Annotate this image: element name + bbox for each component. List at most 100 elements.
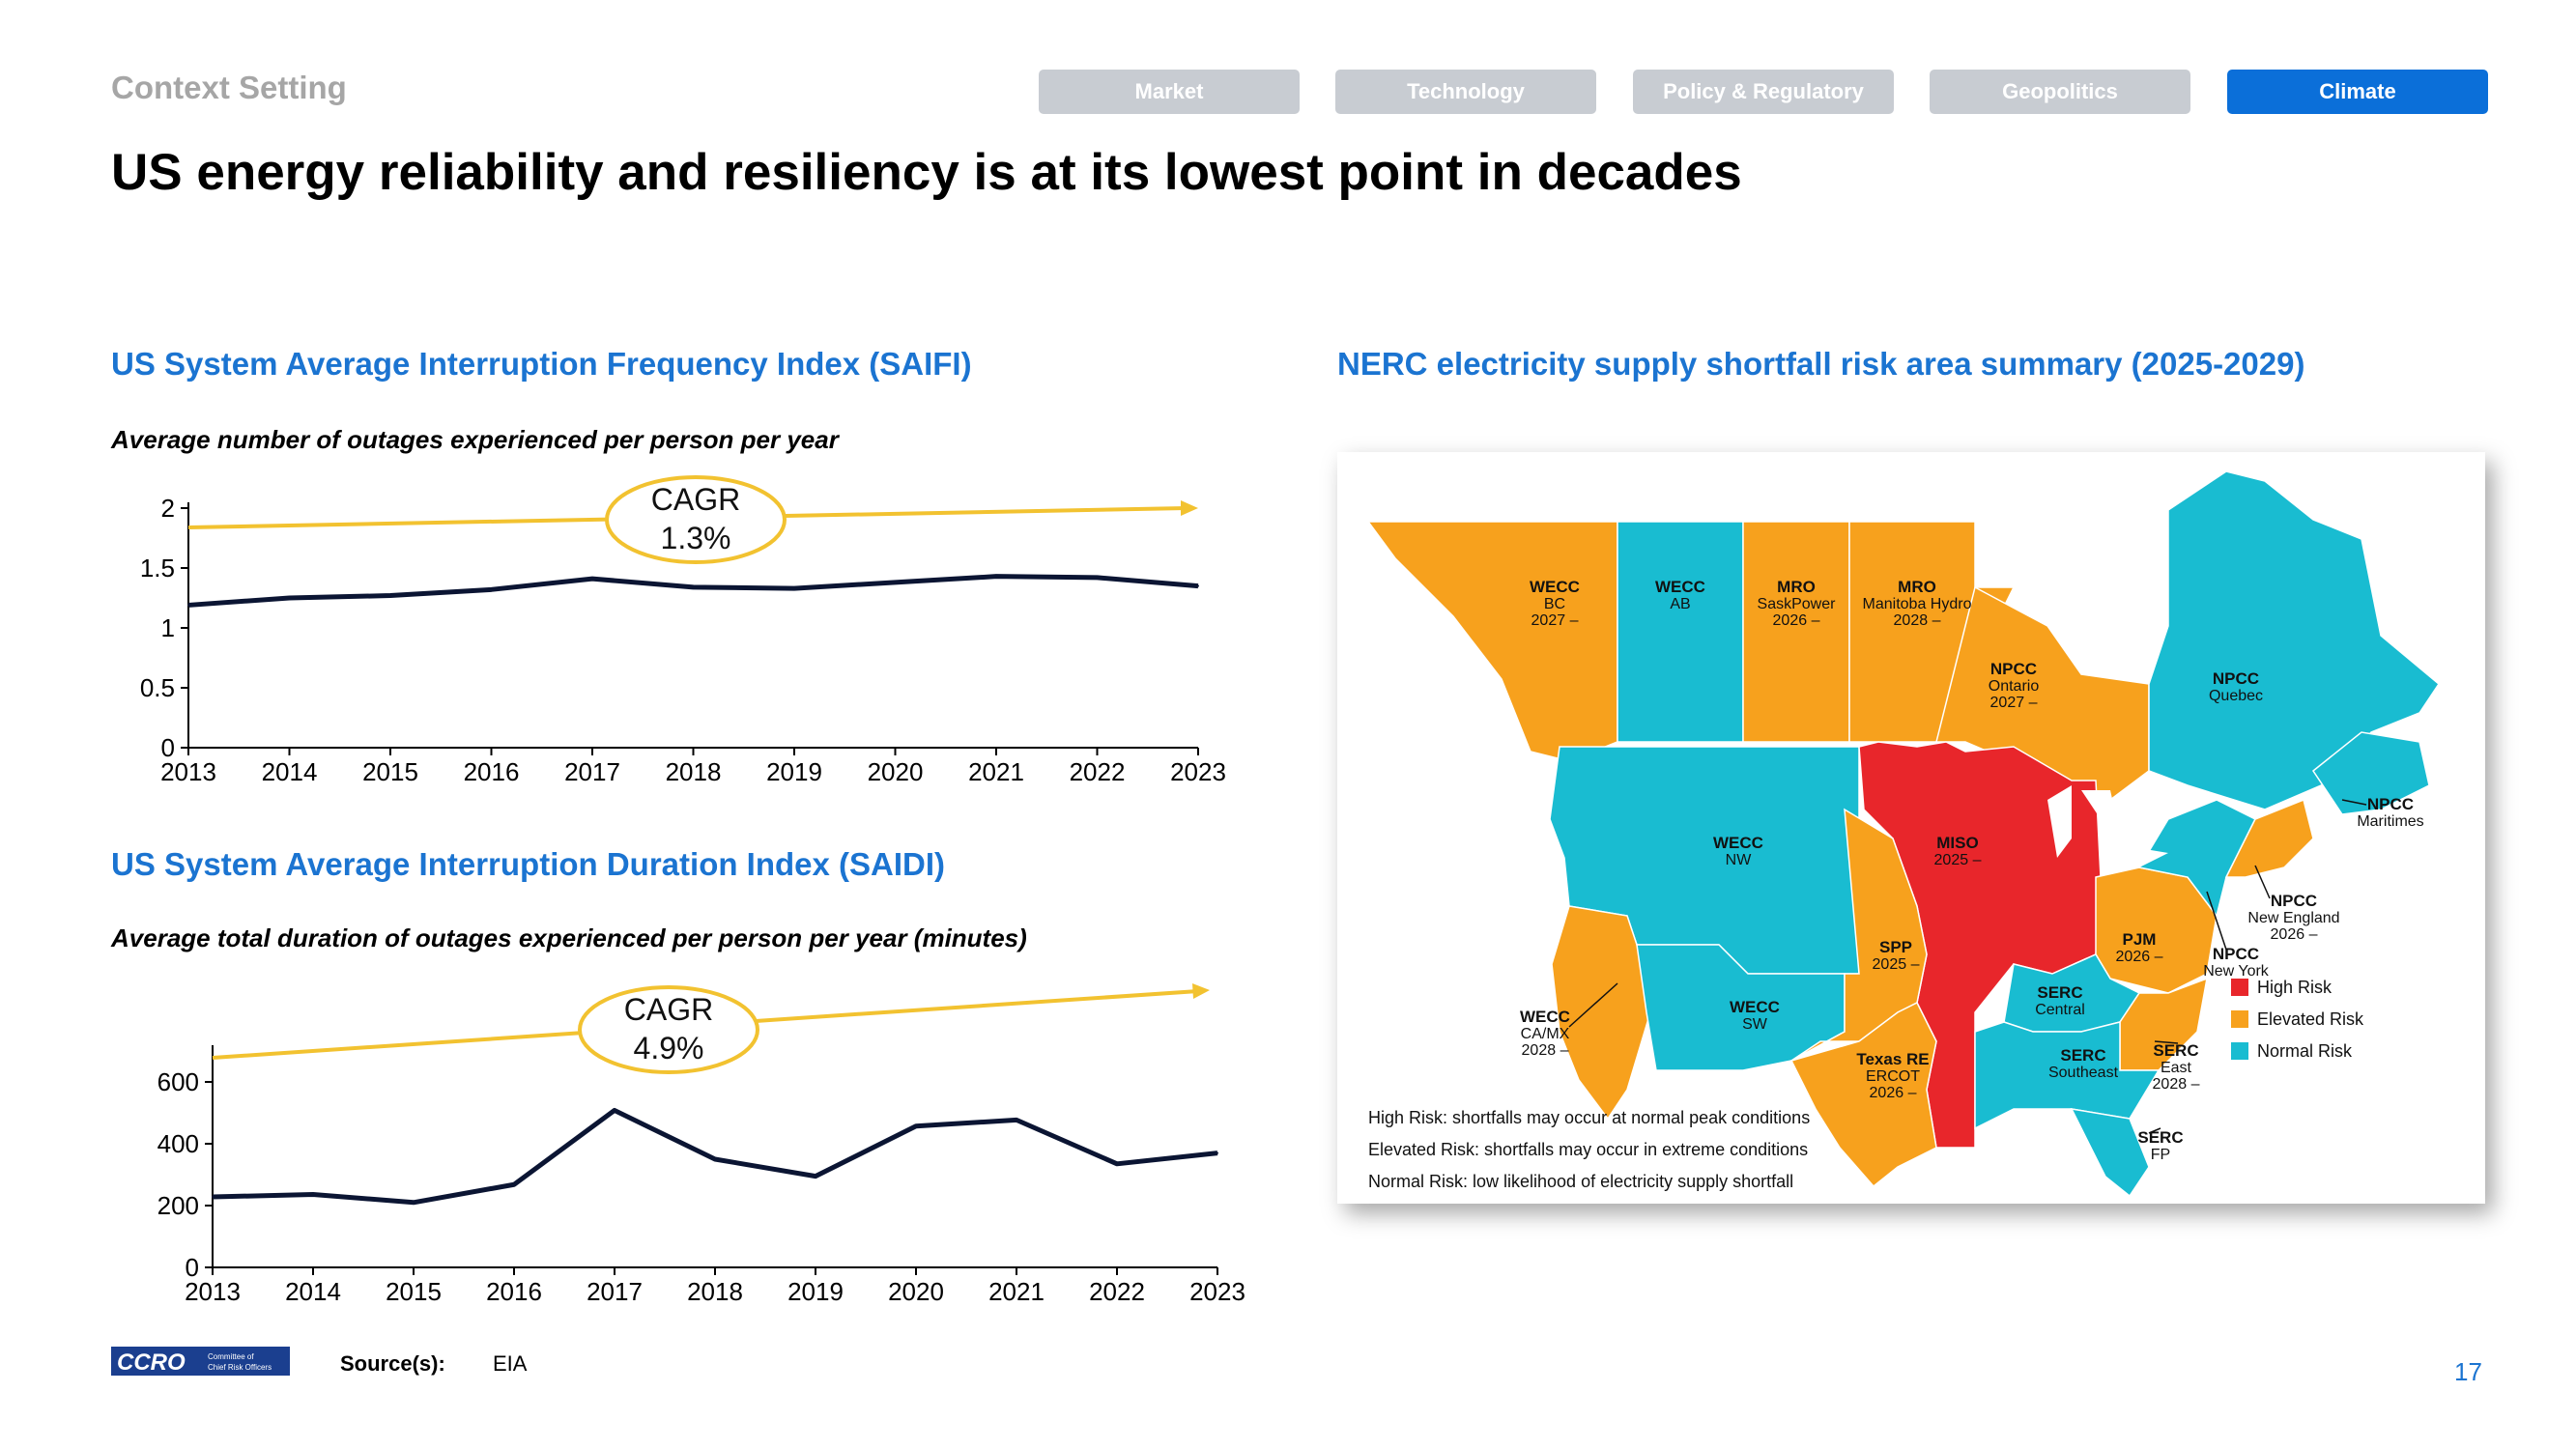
tab-geopolitics[interactable]: Geopolitics — [1930, 70, 2190, 114]
map-region-label: 2025 – — [1934, 852, 1982, 868]
map-region-npcc-maritimes — [2311, 731, 2430, 815]
saidi-x-tick-label: 2023 — [1189, 1277, 1245, 1306]
map-region-label: Manitoba Hydro — [1863, 596, 1972, 612]
map-leader-line — [2254, 865, 2271, 899]
saifi-title: US System Average Interruption Frequency… — [111, 346, 972, 382]
source-value: EIA — [493, 1351, 528, 1376]
map-region-label: CA/MX — [1521, 1026, 1570, 1042]
map-region-label: WECC — [1520, 1008, 1570, 1026]
map-region-label: FP — [2151, 1147, 2170, 1163]
legend-label-elevated: Elevated Risk — [2257, 1009, 2364, 1029]
map-region-label: New England — [2247, 910, 2339, 926]
map-region-wecc-bc — [1366, 521, 1618, 762]
saidi-x-tick-label: 2015 — [386, 1277, 442, 1306]
tab-market[interactable]: Market — [1039, 70, 1300, 114]
map-region-texas-re — [1789, 1001, 1937, 1188]
map-region-label: Texas RE — [1856, 1050, 1929, 1068]
map-region-serc-southeast — [1974, 1021, 2161, 1130]
map-region-npcc-quebec — [2148, 470, 2440, 810]
saifi-x-tick-label: 2019 — [766, 757, 822, 786]
map-region-label: WECC — [1655, 578, 1705, 596]
legend-swatch-normal — [2231, 1042, 2248, 1060]
saifi-x-tick-label: 2018 — [666, 757, 722, 786]
map-region-mro-manitoba — [1848, 521, 2016, 743]
map-region-label: 2026 – — [1870, 1085, 1917, 1101]
saifi-x-tick-label: 2021 — [968, 757, 1024, 786]
map-region-label: New York — [2203, 963, 2270, 980]
saidi-x-tick-label: 2018 — [687, 1277, 743, 1306]
map-region-label: SERC — [2153, 1041, 2198, 1060]
map-region-npcc-new-england — [2224, 798, 2314, 878]
legend-swatch-elevated — [2231, 1010, 2248, 1028]
map-region-label: SaskPower — [1758, 596, 1837, 612]
saifi-x-tick-label: 2016 — [464, 757, 520, 786]
map-region-label: 2028 – — [2153, 1076, 2200, 1093]
saifi-y-tick-label: 1 — [161, 613, 175, 642]
map-region-label: SPP — [1879, 938, 1912, 956]
map-region-label: BC — [1544, 596, 1565, 612]
saidi-x-tick-label: 2022 — [1089, 1277, 1145, 1306]
saidi-x-tick-label: 2017 — [587, 1277, 643, 1306]
map-leader-line — [2148, 1127, 2161, 1134]
map-region-label: 2026 – — [2116, 949, 2163, 965]
map-leader-line — [2154, 1040, 2179, 1044]
source-label: Source(s): — [340, 1351, 445, 1376]
saidi-x-tick-label: 2016 — [486, 1277, 542, 1306]
saifi-cagr-value: 1.3% — [661, 521, 731, 555]
map-note: Elevated Risk: shortfalls may occur in e… — [1368, 1140, 1808, 1159]
map-leader-line — [2206, 891, 2227, 951]
saifi-x-tick-label: 2014 — [262, 757, 318, 786]
map-region-label: AB — [1670, 596, 1690, 612]
saidi-cagr-label: CAGR — [624, 992, 713, 1027]
map-leader-line — [2341, 799, 2367, 806]
saidi-trend-arrowhead — [1192, 983, 1210, 999]
map-region-label: 2027 – — [1990, 695, 2038, 711]
saidi-x-tick-label: 2013 — [185, 1277, 241, 1306]
map-region-label: Quebec — [2209, 688, 2263, 704]
map-region-label: SERC — [2060, 1046, 2105, 1065]
saidi-series-line — [212, 1107, 1218, 1206]
map-region-label: Maritimes — [2357, 813, 2423, 830]
map-region-label: MISO — [1936, 834, 1978, 852]
map-note: Normal Risk: low likelihood of electrici… — [1368, 1172, 1793, 1191]
ccro-logo: CCRO Committee of Chief Risk Officers — [111, 1347, 290, 1376]
map-region-label: NPCC — [2213, 669, 2259, 688]
saidi-y-tick-label: 400 — [157, 1129, 199, 1158]
map-note: High Risk: shortfalls may occur at norma… — [1368, 1108, 1810, 1127]
section-label: Context Setting — [111, 70, 347, 105]
map-region-label: East — [2161, 1060, 2192, 1076]
saifi-y-tick-label: 2 — [161, 494, 175, 523]
saifi-y-tick-label: 0 — [161, 733, 175, 762]
map-region-label: SERC — [2037, 983, 2082, 1002]
saifi-x-tick-label: 2022 — [1070, 757, 1126, 786]
page-title: US energy reliability and resiliency is … — [111, 144, 1742, 201]
map-region-wecc-ca-mx — [1551, 905, 1657, 1121]
map-region-npcc-ontario — [1935, 585, 2150, 801]
saidi-chart: 0 200 400 600 2013 2014 2015 2016 2017 2018 2019 20… — [157, 983, 1245, 1306]
tab-policy-regulatory[interactable]: Policy & Regulatory — [1633, 70, 1894, 114]
great-lake-3 — [2115, 824, 2154, 848]
page-number: 17 — [2454, 1357, 2482, 1386]
saifi-x-tick-label: 2020 — [868, 757, 924, 786]
map-region-label: 2026 – — [1773, 612, 1820, 629]
tab-technology[interactable]: Technology — [1335, 70, 1596, 114]
map-region-label: NPCC — [2213, 945, 2259, 963]
map-region-label: NPCC — [2367, 795, 2414, 813]
legend-label-normal: Normal Risk — [2257, 1041, 2353, 1061]
logo-sub-2: Chief Risk Officers — [208, 1363, 272, 1372]
saifi-cagr-bubble — [605, 475, 787, 564]
map-region-label: SERC — [2137, 1128, 2183, 1147]
map-region-label: Ontario — [1989, 678, 2040, 695]
map-region-label: NW — [1726, 852, 1753, 868]
great-lake-1 — [2047, 785, 2072, 858]
tab-climate[interactable]: Climate — [2227, 70, 2488, 114]
saidi-x-tick-label: 2019 — [787, 1277, 844, 1306]
saifi-x-tick-label: 2015 — [362, 757, 418, 786]
map-region-label: NPCC — [2271, 892, 2317, 910]
map-region-mro-saskpower — [1742, 521, 1850, 743]
saidi-y-tick-label: 200 — [157, 1191, 199, 1220]
saidi-subtitle: Average total duration of outages experi… — [111, 923, 1027, 952]
great-lake-0 — [2081, 790, 2120, 834]
nerc-risk-map: WECC BC 2027 – WECC AB MRO SaskPower 2026 – MRO M… — [1337, 452, 2485, 1204]
map-region-label: SW — [1742, 1016, 1768, 1033]
